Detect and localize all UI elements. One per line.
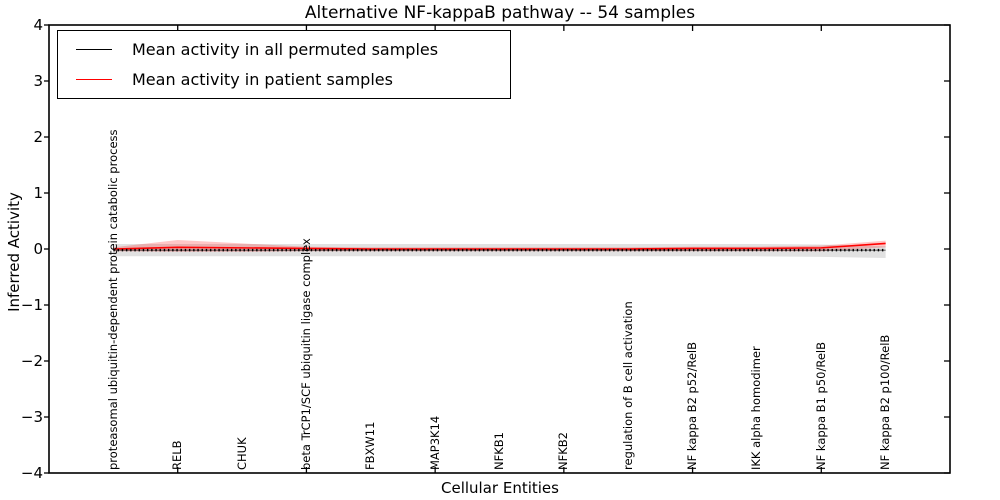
y-tick-label: −3 (20, 408, 43, 426)
y-tick-label: −4 (20, 464, 43, 482)
x-tick-label: NFKB2 (556, 432, 571, 470)
chart-title: Alternative NF-kappaB pathway -- 54 samp… (304, 3, 696, 23)
x-tick-label: FBXW11 (363, 421, 378, 470)
x-tick-label: RELB (170, 440, 185, 470)
x-tick-label: proteasomal ubiquitin-dependent protein … (105, 129, 120, 470)
y-tick-label: 0 (33, 240, 43, 258)
y-tick-label: 4 (33, 16, 43, 34)
legend-label-permuted: Mean activity in all permuted samples (132, 40, 439, 60)
legend-label-patient: Mean activity in patient samples (132, 69, 393, 89)
x-tick-label: regulation of B cell activation (620, 301, 635, 470)
y-tick-label: 2 (33, 128, 43, 146)
x-tick-label: NF kappa B2 p52/RelB (685, 342, 700, 470)
x-tick-label: MAP3K14 (427, 415, 442, 470)
x-tick-label: NF kappa B1 p50/RelB (813, 342, 828, 470)
legend-box: Mean activity in all permuted samples Me… (57, 30, 511, 99)
legend-line-sample-black (76, 49, 112, 51)
y-tick-label: 1 (33, 184, 43, 202)
legend-line-sample-red (76, 78, 112, 80)
x-tick-label: beta TrCP1/SCF ubiquitin ligase complex (298, 238, 313, 470)
x-tick-label: IKK alpha homodimer (749, 346, 764, 470)
legend-entry-permuted: Mean activity in all permuted samples (58, 36, 510, 64)
x-axis-label: Cellular Entities (441, 479, 559, 497)
legend-entry-patient: Mean activity in patient samples (58, 65, 510, 93)
y-tick-label: −1 (20, 296, 43, 314)
x-tick-label: CHUK (234, 437, 249, 470)
y-tick-label: −2 (20, 352, 43, 370)
y-tick-label: 3 (33, 72, 43, 90)
x-tick-label: NFKB1 (492, 432, 506, 470)
x-tick-label: NF kappa B2 p100/RelB (878, 334, 893, 470)
